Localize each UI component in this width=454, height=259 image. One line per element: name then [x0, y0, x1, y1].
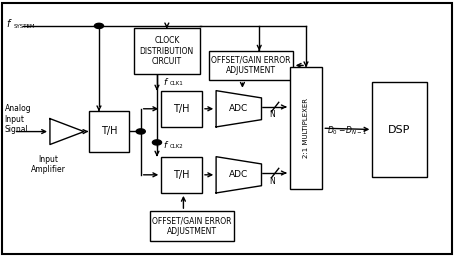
Bar — [89, 111, 129, 152]
Text: Analog
Input
Signal: Analog Input Signal — [5, 104, 31, 134]
Text: $D_0 - D_{N-1}$: $D_0 - D_{N-1}$ — [327, 125, 367, 137]
Text: 2:1 MULTIPLEXER: 2:1 MULTIPLEXER — [303, 98, 309, 158]
Text: OFFSET/GAIN ERROR
ADJUSTMENT: OFFSET/GAIN ERROR ADJUSTMENT — [152, 216, 232, 236]
Text: N: N — [269, 110, 275, 119]
Text: CLOCK
DISTRIBUTION
CIRCUIT: CLOCK DISTRIBUTION CIRCUIT — [140, 36, 194, 66]
Bar — [290, 67, 322, 189]
Polygon shape — [216, 91, 262, 127]
Polygon shape — [216, 157, 262, 193]
Bar — [134, 28, 200, 74]
Bar — [161, 91, 202, 127]
Circle shape — [136, 129, 145, 134]
Text: N: N — [269, 177, 275, 186]
Text: SYSTEM: SYSTEM — [14, 24, 35, 29]
Text: T/H: T/H — [173, 170, 190, 180]
Bar — [150, 211, 234, 241]
Text: $f$: $f$ — [6, 17, 13, 29]
Text: $f$: $f$ — [163, 76, 169, 87]
Text: ADC: ADC — [229, 170, 248, 179]
Text: $f$: $f$ — [163, 139, 169, 150]
Bar — [372, 82, 427, 177]
Text: T/H: T/H — [101, 126, 117, 136]
Text: CLK1: CLK1 — [170, 81, 183, 87]
Polygon shape — [50, 119, 84, 145]
Text: DSP: DSP — [388, 125, 411, 134]
Text: T/H: T/H — [173, 104, 190, 114]
Text: OFFSET/GAIN ERROR
ADJUSTMENT: OFFSET/GAIN ERROR ADJUSTMENT — [211, 56, 291, 75]
Bar — [161, 157, 202, 193]
Text: ADC: ADC — [229, 104, 248, 113]
Circle shape — [153, 140, 162, 145]
Text: Input
Amplifier: Input Amplifier — [31, 155, 66, 174]
Text: CLK2: CLK2 — [170, 144, 183, 149]
Bar — [209, 51, 293, 80]
Circle shape — [94, 23, 104, 28]
